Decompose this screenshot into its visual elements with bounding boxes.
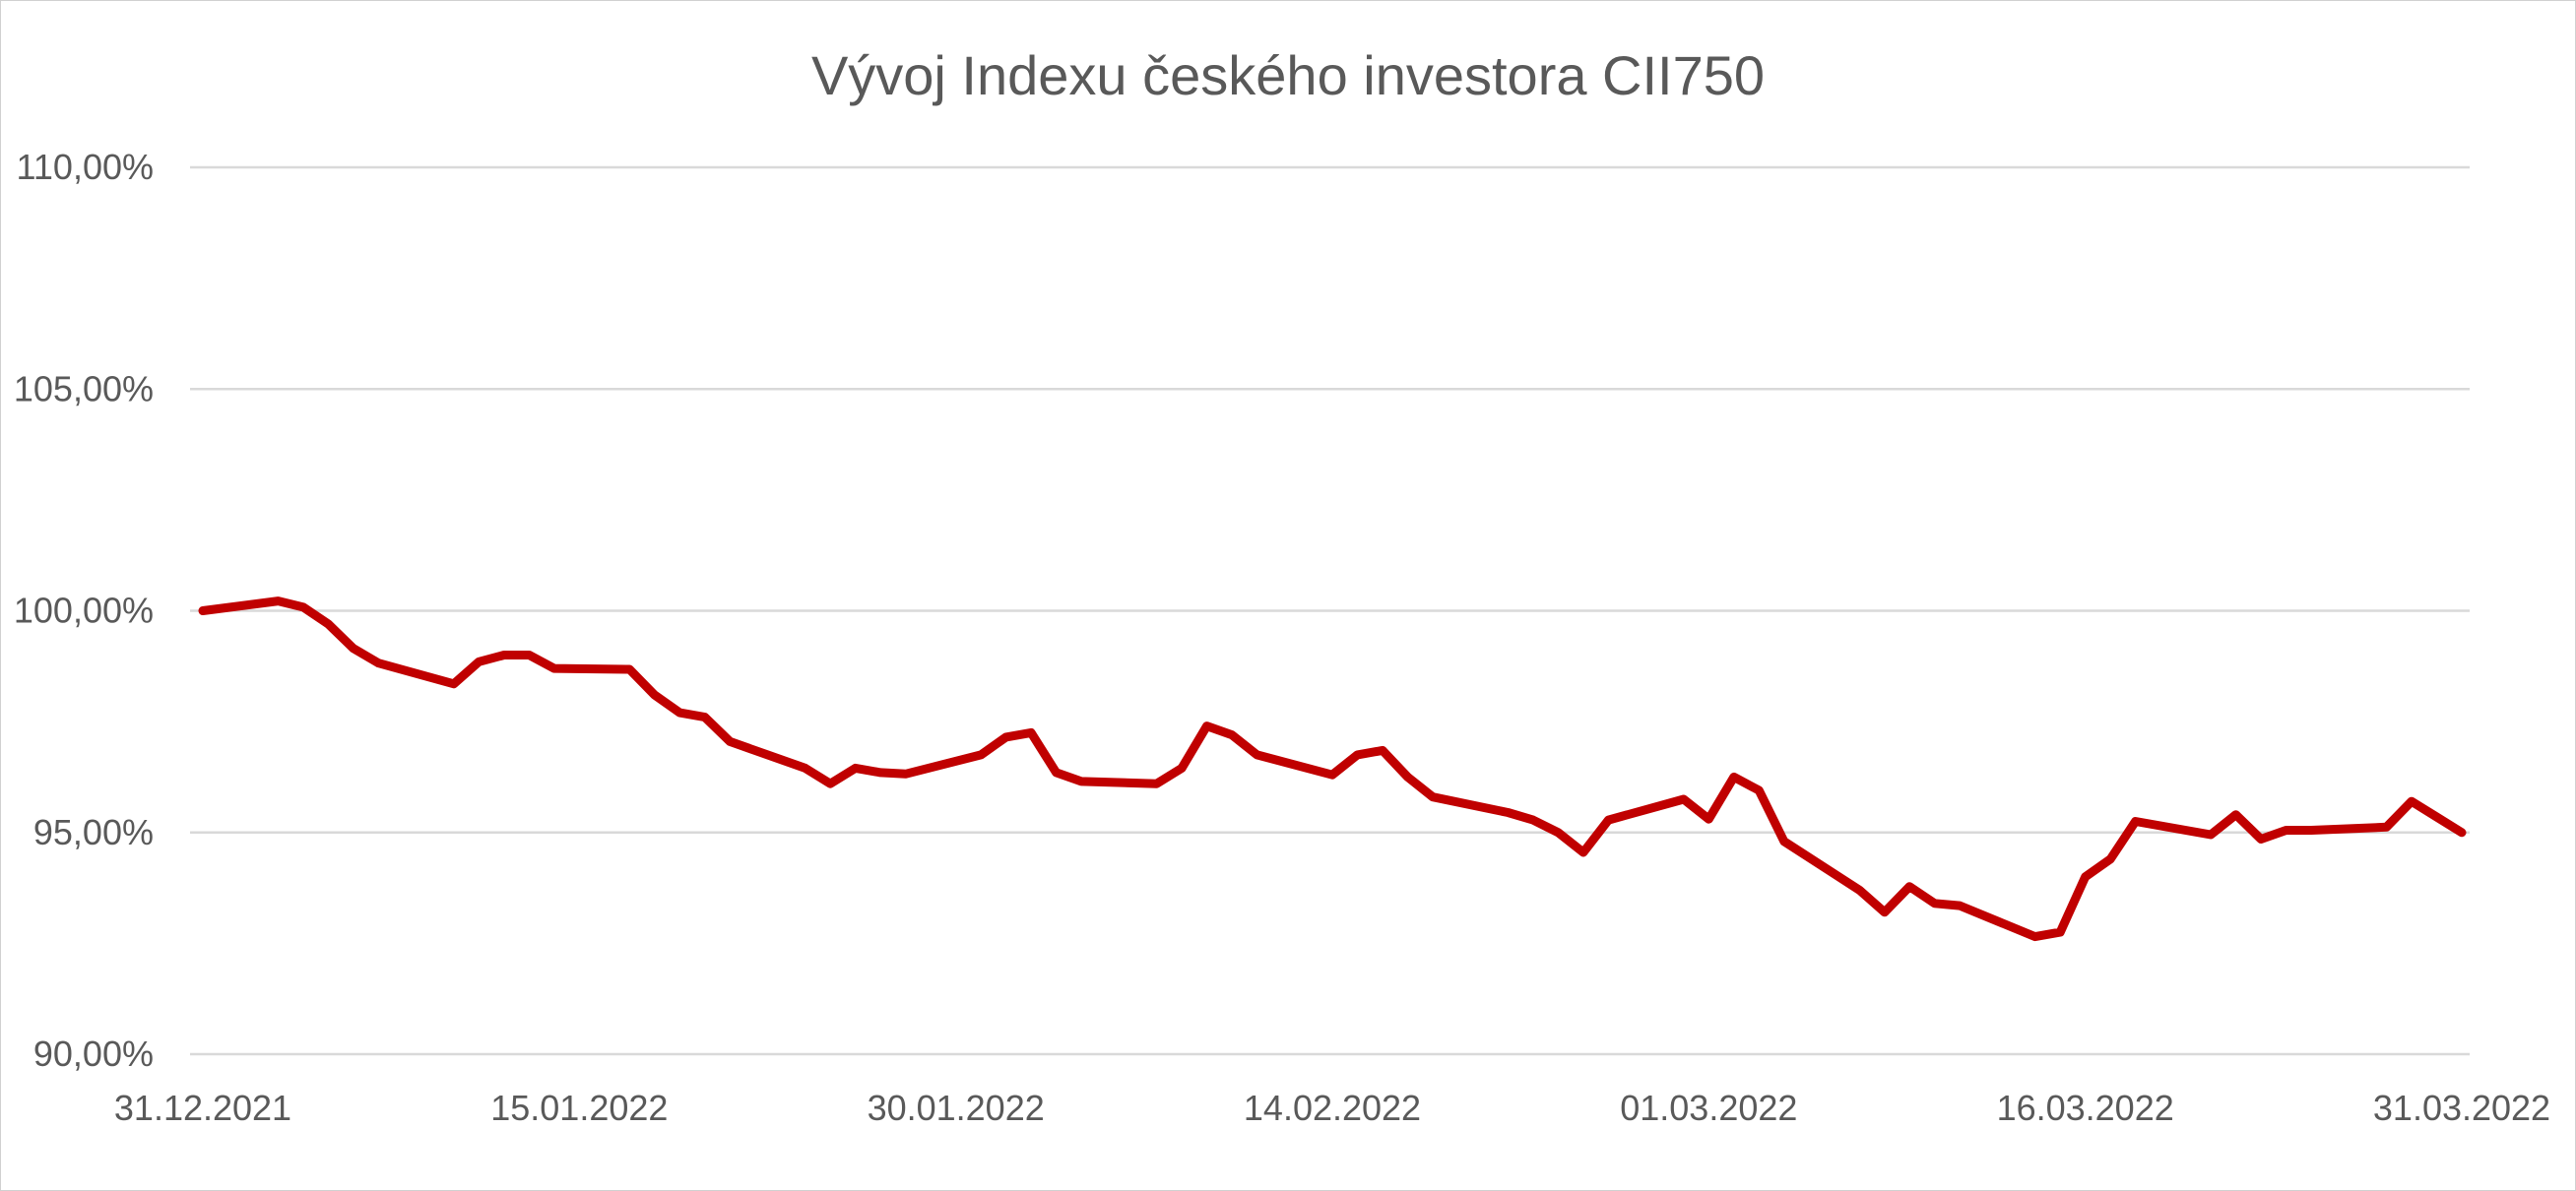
y-tick-label: 90,00%	[33, 1034, 154, 1074]
x-tick-label: 31.03.2022	[2373, 1088, 2550, 1128]
series-line	[198, 596, 2467, 942]
x-tick-label: 01.03.2022	[1620, 1088, 1797, 1128]
y-tick-label: 95,00%	[33, 812, 154, 852]
x-tick-label: 14.02.2022	[1244, 1088, 1421, 1128]
x-tick-label: 16.03.2022	[1997, 1088, 2174, 1128]
y-tick-label: 105,00%	[14, 368, 154, 408]
y-tick-label: 110,00%	[17, 147, 154, 187]
x-tick-label: 31.12.2021	[114, 1088, 291, 1128]
x-tick-label: 15.01.2022	[490, 1088, 668, 1128]
y-tick-label: 100,00%	[14, 591, 154, 631]
chart-title: Vývoj Indexu českého investora CII750	[810, 44, 1766, 106]
x-tick-label: 30.01.2022	[868, 1088, 1045, 1128]
